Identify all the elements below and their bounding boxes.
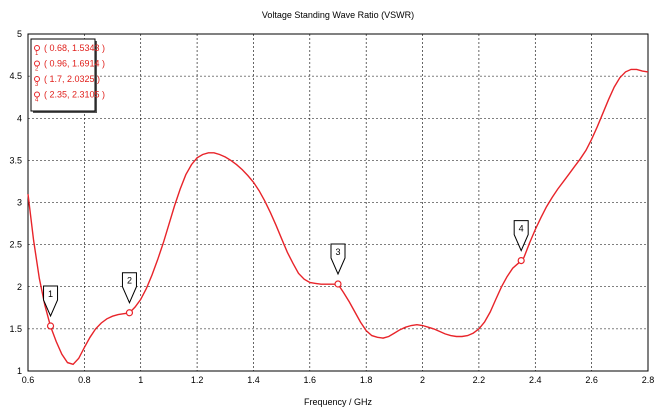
vswr-curve xyxy=(27,68,649,366)
legend-marker-number: 4 xyxy=(35,98,39,104)
legend-entry: ( 0.96, 1.6914 ) xyxy=(44,59,105,69)
legend-box xyxy=(30,38,96,112)
marker-flag xyxy=(121,272,137,304)
marker-flag xyxy=(513,220,529,252)
marker-number: 1 xyxy=(48,289,53,299)
grid xyxy=(28,34,648,371)
marker-4[interactable]: 4 xyxy=(513,220,529,265)
x-tick-label: 1.6 xyxy=(304,375,317,385)
legend-marker-icon xyxy=(34,76,40,82)
y-tick-label: 3 xyxy=(17,198,22,208)
legend-marker-icon xyxy=(34,60,40,67)
plot-area xyxy=(27,33,649,372)
x-tick-label: 0.8 xyxy=(78,375,91,385)
y-tick-label: 2.5 xyxy=(9,240,22,250)
marker-point xyxy=(125,309,134,317)
marker-number: 4 xyxy=(519,224,524,234)
legend-marker-number: 1 xyxy=(35,51,39,57)
chart-title: Voltage Standing Wave Ratio (VSWR) xyxy=(262,10,414,20)
y-tick-label: 4.5 xyxy=(9,71,22,81)
marker-point xyxy=(46,322,55,330)
x-tick-label: 1.4 xyxy=(247,375,260,385)
legend-entry: ( 1.7, 2.0325 ) xyxy=(44,74,100,84)
x-tick-label: 1.2 xyxy=(191,375,204,385)
marker-number: 2 xyxy=(127,276,132,286)
x-tick-label: 2.6 xyxy=(585,375,598,385)
marker-point xyxy=(517,256,525,265)
y-tick-label: 1 xyxy=(17,366,22,376)
legend-marker-number: 3 xyxy=(35,82,39,88)
legend-entry: ( 0.68, 1.5343 ) xyxy=(44,43,105,53)
x-tick-label: 0.6 xyxy=(22,375,35,385)
y-tick-label: 2 xyxy=(17,282,22,292)
marker-flag xyxy=(330,243,346,276)
x-tick-label: 1 xyxy=(138,375,143,385)
legend: 1 ( 0.68, 1.5343 ) 2 ( 0.96, 1.6914 ) 3 ( 1.7… xyxy=(30,38,105,113)
x-tick-label: 2.4 xyxy=(529,375,542,385)
markers: 1 2 3 4 xyxy=(43,220,529,330)
marker-point xyxy=(334,280,342,288)
x-tick-label: 1.8 xyxy=(360,375,373,385)
y-tick-label: 1.5 xyxy=(9,324,22,334)
y-tick-label: 4 xyxy=(17,113,22,123)
x-tick-label: 2.8 xyxy=(642,375,655,385)
legend-marker-number: 2 xyxy=(35,67,39,73)
marker-2[interactable]: 2 xyxy=(121,272,137,317)
legend-entry: ( 2.35, 2.3105 ) xyxy=(44,90,105,100)
marker-1[interactable]: 1 xyxy=(43,285,59,330)
marker-3[interactable]: 3 xyxy=(330,243,346,288)
x-tick-label: 2 xyxy=(420,375,425,385)
legend-marker-icon xyxy=(34,91,40,98)
x-axis-label: Frequency / GHz xyxy=(304,397,373,407)
y-tick-label: 5 xyxy=(17,29,22,39)
legend-marker-icon xyxy=(34,45,40,51)
marker-flag xyxy=(43,285,59,318)
y-tick-label: 3.5 xyxy=(9,155,22,165)
x-tick-label: 2.2 xyxy=(473,375,486,385)
axis-ticks: 0.6 0.8 1 1.2 1.4 1.6 1.8 2 2.2 2.4 2.6 2.8 1 1.5 2 2.5… xyxy=(9,29,654,385)
marker-number: 3 xyxy=(335,247,340,257)
